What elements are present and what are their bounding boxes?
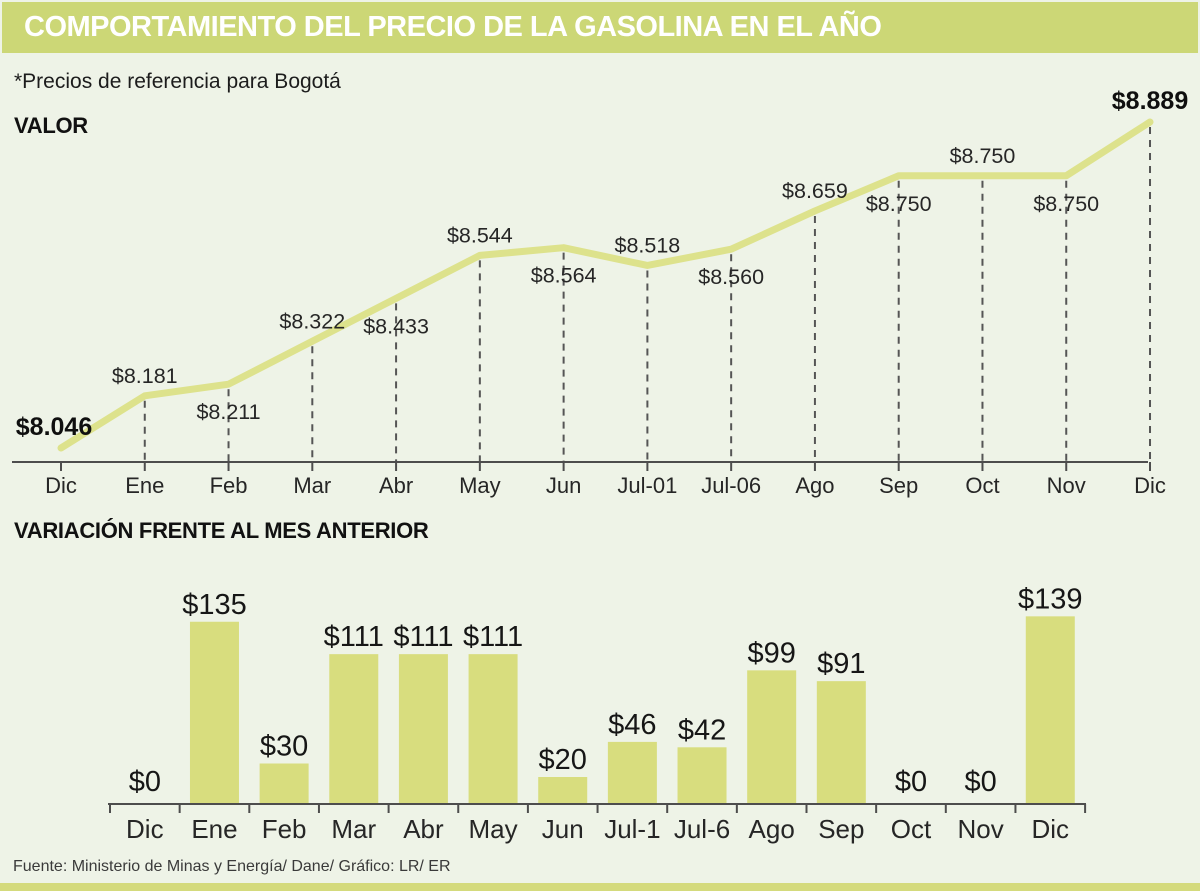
- month-label: Mar: [293, 473, 331, 498]
- month-label: Feb: [262, 814, 307, 844]
- page-title: COMPORTAMIENTO DEL PRECIO DE LA GASOLINA…: [24, 11, 882, 43]
- variation-value-label: $46: [608, 709, 656, 741]
- price-value-label: $8.750: [866, 192, 932, 216]
- variation-bar: [677, 747, 727, 804]
- variation-value-label: $111: [463, 621, 523, 653]
- month-label: Dic: [45, 473, 77, 498]
- variation-value-label: $0: [964, 766, 996, 798]
- month-label: Mar: [331, 814, 376, 844]
- month-label: Jul-1: [604, 814, 660, 844]
- month-label: Nov: [1047, 473, 1086, 498]
- month-label: Ago: [749, 814, 795, 844]
- month-label: Ago: [795, 473, 834, 498]
- variation-bar: [189, 621, 239, 804]
- month-label: Dic: [1134, 473, 1166, 498]
- month-label: Sep: [818, 814, 864, 844]
- variation-value-label: $42: [678, 714, 726, 746]
- variation-value-label: $0: [895, 766, 927, 798]
- variation-value-label: $111: [324, 621, 384, 653]
- month-label: Jun: [546, 473, 581, 498]
- price-value-label: $8.518: [615, 233, 681, 257]
- variation-value-label: $111: [393, 621, 453, 653]
- variation-bar: [1025, 616, 1075, 804]
- month-label: Jun: [542, 814, 584, 844]
- header-banner: COMPORTAMIENTO DEL PRECIO DE LA GASOLINA…: [2, 2, 1198, 53]
- month-label: May: [469, 814, 518, 844]
- variation-value-label: $20: [539, 744, 587, 776]
- variation-bar: [259, 763, 309, 804]
- price-value-label: $8.750: [1033, 192, 1099, 216]
- price-value-label: $8.750: [950, 144, 1016, 168]
- bar-chart-title: VARIACIÓN FRENTE AL MES ANTERIOR: [14, 518, 429, 543]
- month-label: Oct: [891, 814, 932, 844]
- variation-value-label: $135: [182, 589, 247, 621]
- variation-bar: [468, 654, 518, 804]
- month-label: Feb: [210, 473, 248, 498]
- month-label: Jul-01: [617, 473, 677, 498]
- variation-value-label: $91: [817, 648, 865, 680]
- price-line-series: [57, 118, 1154, 452]
- month-label: May: [459, 473, 501, 498]
- month-label: Nov: [958, 814, 1004, 844]
- month-label: Jul-06: [701, 473, 761, 498]
- month-label: Abr: [403, 814, 444, 844]
- source-note: Fuente: Ministerio de Minas y Energía/ D…: [13, 858, 451, 875]
- variation-bar: [747, 670, 797, 804]
- price-value-label: $8.889: [1112, 87, 1188, 115]
- price-value-label: $8.544: [447, 223, 513, 247]
- month-label: Oct: [965, 473, 999, 498]
- variation-value-label: $99: [747, 637, 795, 669]
- variation-value-label: $30: [260, 731, 308, 763]
- price-value-label: $8.046: [16, 413, 92, 441]
- variation-value-label: $139: [1018, 583, 1083, 615]
- variation-bar: [816, 681, 866, 804]
- variation-value-label: $0: [129, 766, 161, 798]
- month-label: Ene: [191, 814, 237, 844]
- variation-bar: [538, 777, 588, 804]
- price-value-label: $8.322: [279, 309, 345, 333]
- month-label: Dic: [126, 814, 164, 844]
- price-value-label: $8.659: [782, 179, 848, 203]
- price-value-label: $8.564: [531, 264, 597, 288]
- month-label: Abr: [379, 473, 413, 498]
- line-chart-title: VALOR: [14, 113, 88, 138]
- month-label: Sep: [879, 473, 918, 498]
- price-value-label: $8.433: [363, 314, 429, 338]
- reference-note: *Precios de referencia para Bogotá: [14, 70, 341, 93]
- bottom-accent-strip: [0, 883, 1200, 891]
- price-value-label: $8.181: [112, 364, 178, 388]
- price-value-label: $8.560: [698, 265, 764, 289]
- month-label: Dic: [1031, 814, 1069, 844]
- variation-bar: [329, 654, 379, 804]
- month-label: Jul-6: [674, 814, 730, 844]
- variation-bar: [607, 741, 657, 804]
- variation-bar: [398, 654, 448, 804]
- month-label: Ene: [125, 473, 164, 498]
- price-value-label: $8.211: [196, 400, 260, 424]
